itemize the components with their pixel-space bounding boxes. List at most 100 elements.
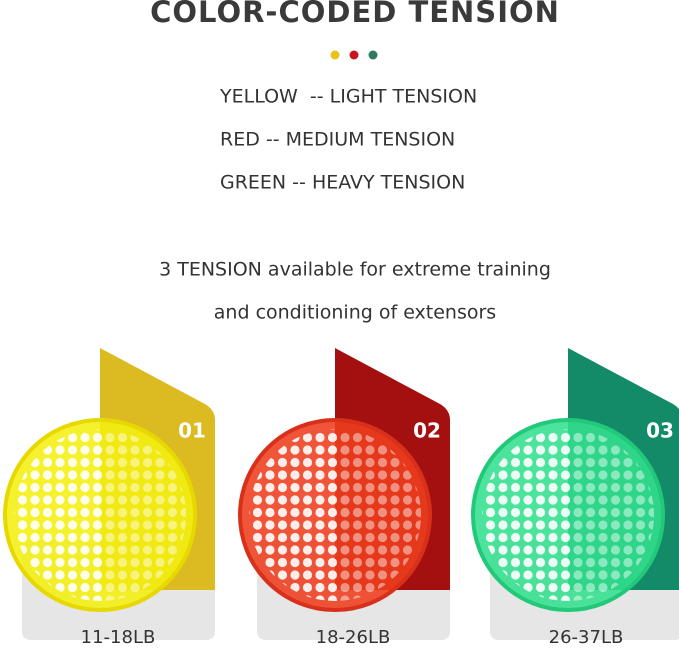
hole: [340, 507, 350, 518]
hole: [560, 495, 571, 505]
hole: [610, 482, 621, 493]
hole: [352, 557, 363, 568]
hole: [352, 457, 363, 468]
hole: [585, 470, 596, 480]
hole: [92, 582, 103, 593]
hole: [42, 495, 53, 505]
hole: [117, 507, 128, 518]
hole: [560, 532, 571, 543]
hole: [14, 557, 15, 568]
hole: [585, 557, 596, 568]
hole: [315, 507, 325, 518]
hole: [252, 532, 263, 543]
hole: [510, 470, 521, 480]
hole: [510, 429, 521, 430]
hole: [315, 545, 325, 555]
hole: [117, 532, 128, 543]
hole: [252, 432, 263, 443]
hole: [55, 557, 65, 568]
hole: [390, 532, 400, 543]
hole: [315, 470, 325, 480]
hole: [155, 470, 165, 480]
hole: [535, 557, 546, 568]
hole: [598, 545, 608, 555]
hole: [130, 495, 140, 505]
hole: [315, 582, 325, 593]
hole: [67, 507, 78, 518]
hole: [610, 445, 621, 455]
hole: [327, 582, 338, 593]
hole: [92, 432, 103, 443]
hole: [482, 457, 483, 468]
hole: [598, 495, 608, 505]
hole: [17, 495, 28, 505]
hole: [30, 495, 40, 505]
hole: [510, 507, 521, 518]
hole: [249, 595, 250, 601]
hole: [252, 495, 263, 505]
hole: [80, 495, 90, 505]
hole: [142, 482, 153, 493]
hole: [277, 482, 288, 493]
hole: [623, 557, 633, 568]
hole: [352, 482, 363, 493]
hole: [485, 507, 496, 518]
hole: [42, 545, 53, 555]
hole: [585, 570, 596, 580]
hole: [30, 557, 40, 568]
product: 01 11-18LB: [3, 348, 215, 648]
hole: [302, 570, 313, 580]
hole: [548, 507, 558, 518]
hole: [327, 507, 338, 518]
hole: [510, 570, 521, 580]
hole: [290, 470, 300, 480]
hole: [560, 445, 571, 455]
hole: [80, 582, 90, 593]
hole: [573, 557, 583, 568]
hole: [265, 482, 275, 493]
hole: [523, 470, 533, 480]
hole: [573, 570, 583, 580]
hole: [340, 495, 350, 505]
hole: [277, 429, 288, 430]
hole: [14, 432, 15, 443]
hole: [315, 520, 325, 530]
hole: [67, 495, 78, 505]
hole: [365, 520, 375, 530]
hole: [167, 482, 178, 493]
hole: [377, 495, 388, 505]
hole: [610, 470, 621, 480]
hole: [30, 470, 40, 480]
hole: [573, 495, 583, 505]
hole: [498, 557, 508, 568]
tension-number: 01: [178, 419, 206, 443]
hole: [265, 545, 275, 555]
hole: [598, 470, 608, 480]
hole: [327, 495, 338, 505]
hole: [130, 482, 140, 493]
hole: [327, 432, 338, 443]
hole: [365, 470, 375, 480]
hole: [67, 582, 78, 593]
hole: [290, 482, 300, 493]
hole: [277, 507, 288, 518]
hole: [55, 520, 65, 530]
hole: [105, 557, 115, 568]
hole: [402, 532, 413, 543]
hole: [365, 495, 375, 505]
hole: [80, 482, 90, 493]
hole: [265, 507, 275, 518]
hole: [55, 495, 65, 505]
hole: [560, 520, 571, 530]
hole: [67, 557, 78, 568]
hole: [535, 507, 546, 518]
hole: [377, 557, 388, 568]
hole: [302, 445, 313, 455]
hole: [610, 520, 621, 530]
hole: [352, 570, 363, 580]
hole: [30, 429, 40, 430]
hole: [485, 520, 496, 530]
hole: [352, 532, 363, 543]
hole: [290, 495, 300, 505]
hole: [573, 482, 583, 493]
